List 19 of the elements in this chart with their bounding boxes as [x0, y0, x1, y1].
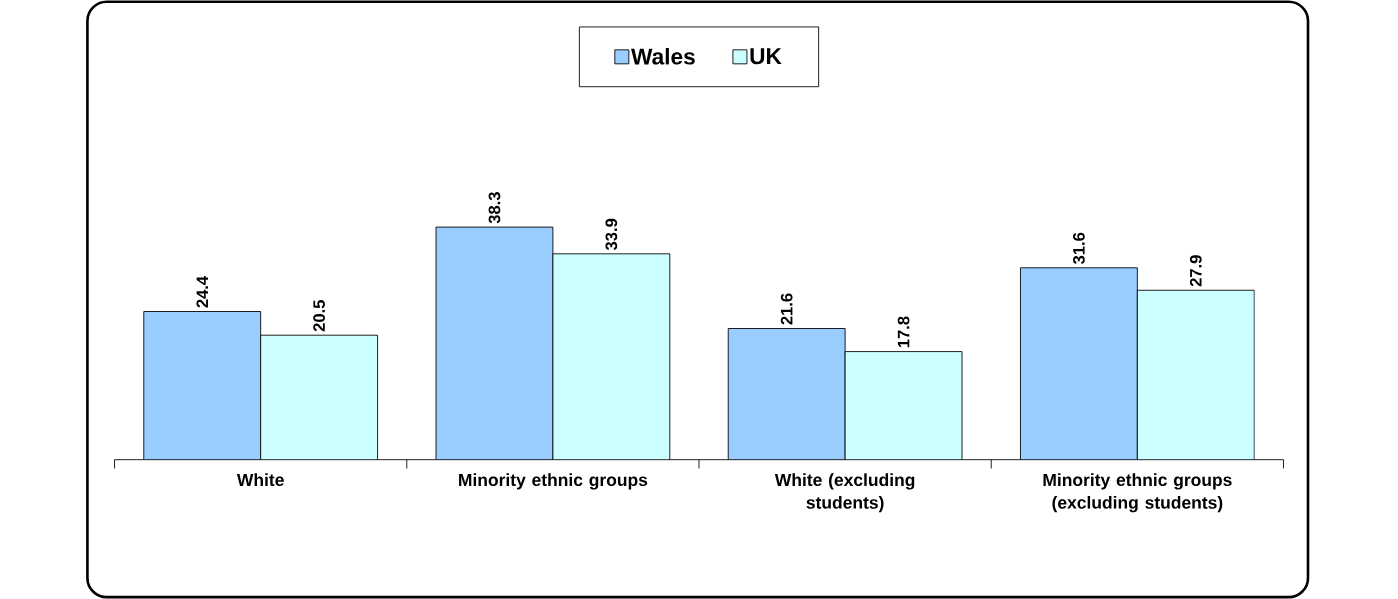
data-label: 31.6	[1073, 232, 1085, 265]
data-label: 17.8	[897, 316, 910, 348]
data-label: 20.5	[313, 300, 325, 332]
x-tick-label: White (excluding students)	[774, 473, 915, 513]
bar	[728, 328, 846, 460]
data-label: 27.9	[1189, 255, 1202, 287]
x-tick-label: Minority ethnic groups	[459, 473, 648, 490]
bar	[143, 311, 261, 460]
legend-label: Wales	[631, 48, 695, 65]
bar	[436, 227, 553, 460]
x-tick-label: Minority ethnic groups (excluding students)	[1043, 473, 1232, 513]
bar	[1020, 267, 1138, 460]
data-label: 38.3	[488, 192, 501, 224]
legend-label: UK	[750, 48, 782, 65]
data-label: 33.9	[605, 218, 618, 251]
bar	[260, 334, 378, 460]
data-label: 21.6	[780, 293, 793, 325]
x-tick-label: White	[236, 473, 284, 487]
data-label: 24.4	[196, 276, 208, 308]
